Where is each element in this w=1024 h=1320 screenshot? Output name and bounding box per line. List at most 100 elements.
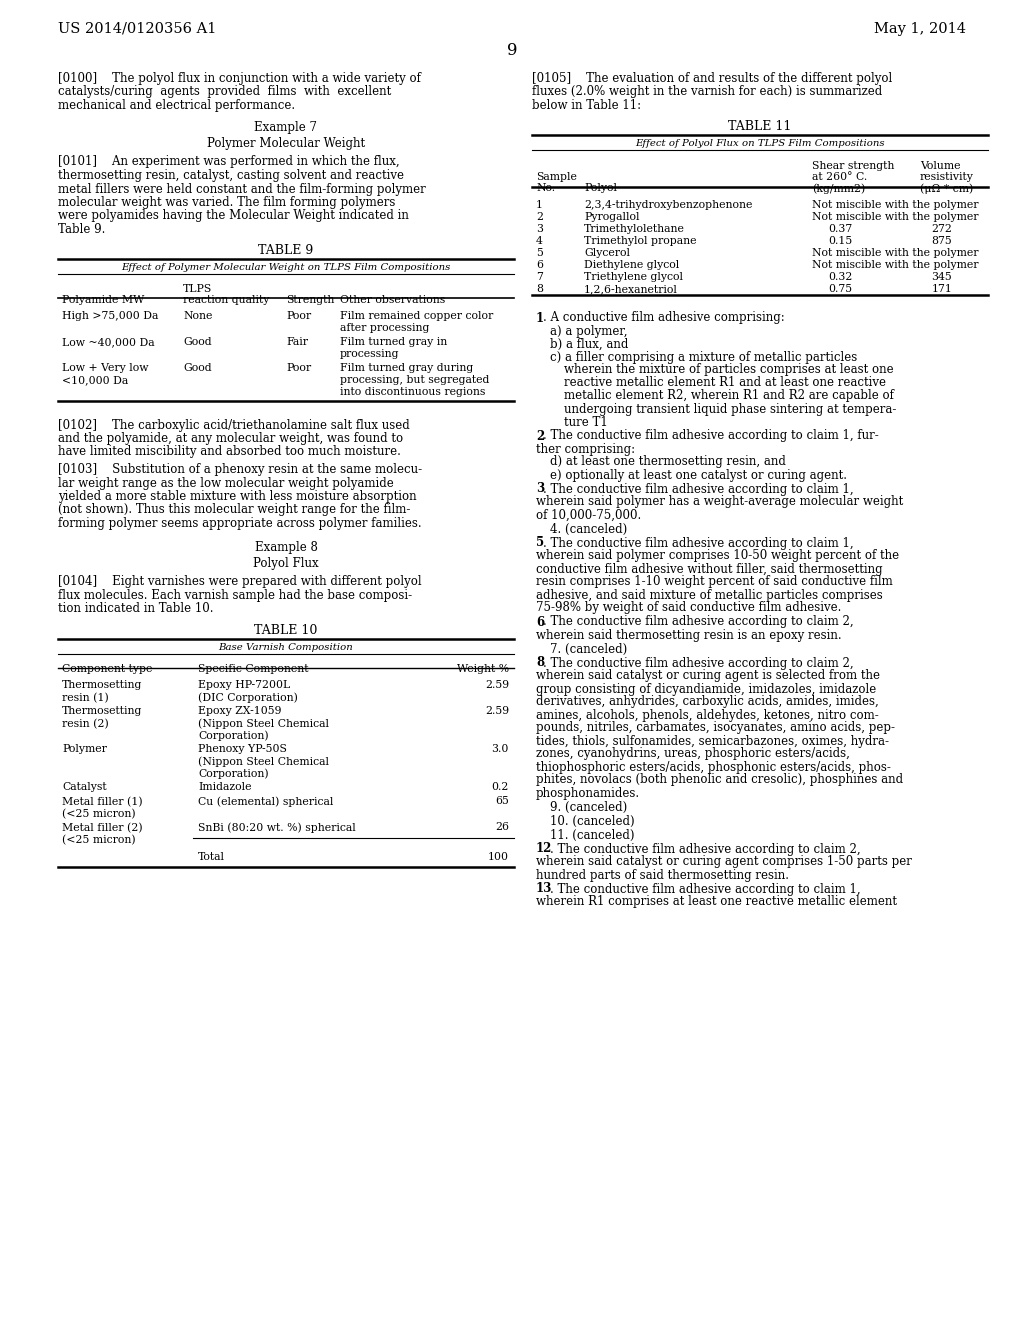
Text: a) a polymer,: a) a polymer, (550, 325, 628, 338)
Text: Film turned gray during: Film turned gray during (340, 363, 473, 374)
Text: (μΩ * cm): (μΩ * cm) (920, 183, 973, 194)
Text: 272: 272 (932, 224, 952, 234)
Text: fluxes (2.0% weight in the varnish for each) is summarized: fluxes (2.0% weight in the varnish for e… (532, 86, 883, 99)
Text: forming polymer seems appropriate across polymer families.: forming polymer seems appropriate across… (58, 517, 422, 531)
Text: [0104]    Eight varnishes were prepared with different polyol: [0104] Eight varnishes were prepared wit… (58, 576, 422, 589)
Text: Thermosetting: Thermosetting (62, 681, 142, 690)
Text: conductive film adhesive without filler, said thermosetting: conductive film adhesive without filler,… (536, 562, 883, 576)
Text: 6: 6 (536, 260, 543, 271)
Text: Not miscible with the polymer: Not miscible with the polymer (812, 260, 979, 271)
Text: resin comprises 1-10 weight percent of said conductive film: resin comprises 1-10 weight percent of s… (536, 576, 893, 589)
Text: US 2014/0120356 A1: US 2014/0120356 A1 (58, 22, 216, 36)
Text: Film turned gray in: Film turned gray in (340, 337, 447, 347)
Text: 5: 5 (536, 248, 543, 257)
Text: 0.15: 0.15 (827, 236, 852, 246)
Text: Corporation): Corporation) (198, 730, 268, 741)
Text: . A conductive film adhesive comprising:: . A conductive film adhesive comprising: (543, 312, 784, 325)
Text: reactive metallic element R1 and at least one reactive: reactive metallic element R1 and at leas… (564, 376, 886, 389)
Text: TLPS: TLPS (183, 284, 212, 294)
Text: of 10,000-75,000.: of 10,000-75,000. (536, 508, 641, 521)
Text: Imidazole: Imidazole (198, 783, 252, 792)
Text: d) at least one thermosetting resin, and: d) at least one thermosetting resin, and (550, 455, 785, 469)
Text: [0105]    The evaluation of and results of the different polyol: [0105] The evaluation of and results of … (532, 73, 892, 84)
Text: Low ~40,000 Da: Low ~40,000 Da (62, 337, 155, 347)
Text: Corporation): Corporation) (198, 768, 268, 779)
Text: 100: 100 (488, 853, 509, 862)
Text: 3: 3 (536, 483, 544, 495)
Text: Not miscible with the polymer: Not miscible with the polymer (812, 213, 979, 222)
Text: Not miscible with the polymer: Not miscible with the polymer (812, 248, 979, 257)
Text: Shear strength: Shear strength (812, 161, 894, 172)
Text: and the polyamide, at any molecular weight, was found to: and the polyamide, at any molecular weig… (58, 432, 403, 445)
Text: . The conductive film adhesive according to claim 2,: . The conductive film adhesive according… (543, 615, 854, 628)
Text: 0.32: 0.32 (827, 272, 852, 282)
Text: Sample: Sample (536, 172, 577, 182)
Text: 10. (canceled): 10. (canceled) (550, 814, 635, 828)
Text: 1: 1 (536, 201, 543, 210)
Text: (not shown). Thus this molecular weight range for the film-: (not shown). Thus this molecular weight … (58, 503, 411, 516)
Text: 6: 6 (536, 615, 544, 628)
Text: 7. (canceled): 7. (canceled) (550, 643, 628, 656)
Text: TABLE 10: TABLE 10 (254, 624, 317, 638)
Text: Diethylene glycol: Diethylene glycol (584, 260, 679, 271)
Text: 11. (canceled): 11. (canceled) (550, 829, 635, 842)
Text: [0101]    An experiment was performed in which the flux,: [0101] An experiment was performed in wh… (58, 156, 399, 169)
Text: 75-98% by weight of said conductive film adhesive.: 75-98% by weight of said conductive film… (536, 602, 842, 615)
Text: 1,2,6-hexanetriol: 1,2,6-hexanetriol (584, 284, 678, 294)
Text: amines, alcohols, phenols, aldehydes, ketones, nitro com-: amines, alcohols, phenols, aldehydes, ke… (536, 709, 879, 722)
Text: phosphonamides.: phosphonamides. (536, 787, 640, 800)
Text: have limited miscibility and absorbed too much moisture.: have limited miscibility and absorbed to… (58, 446, 400, 458)
Text: . The conductive film adhesive according to claim 2,: . The conductive film adhesive according… (550, 842, 860, 855)
Text: Polymer: Polymer (62, 744, 106, 755)
Text: 5: 5 (536, 536, 544, 549)
Text: Not miscible with the polymer: Not miscible with the polymer (812, 201, 979, 210)
Text: below in Table 11:: below in Table 11: (532, 99, 641, 112)
Text: No.: No. (536, 183, 555, 193)
Text: [0102]    The carboxylic acid/triethanolamine salt flux used: [0102] The carboxylic acid/triethanolami… (58, 418, 410, 432)
Text: [0100]    The polyol flux in conjunction with a wide variety of: [0100] The polyol flux in conjunction wi… (58, 73, 421, 84)
Text: Metal filler (1): Metal filler (1) (62, 796, 142, 807)
Text: . The conductive film adhesive according to claim 1, fur-: . The conductive film adhesive according… (543, 429, 879, 442)
Text: Polyol: Polyol (584, 183, 617, 193)
Text: Table 9.: Table 9. (58, 223, 105, 236)
Text: Example 8: Example 8 (255, 540, 317, 553)
Text: c) a filler comprising a mixture of metallic particles: c) a filler comprising a mixture of meta… (550, 351, 857, 363)
Text: Weight %: Weight % (457, 664, 509, 675)
Text: 0.2: 0.2 (492, 783, 509, 792)
Text: Strength: Strength (286, 294, 335, 305)
Text: May 1, 2014: May 1, 2014 (874, 22, 966, 36)
Text: wherein said catalyst or curing agent comprises 1-50 parts per: wherein said catalyst or curing agent co… (536, 855, 912, 869)
Text: ture T1: ture T1 (564, 416, 608, 429)
Text: wherein said polymer comprises 10-50 weight percent of the: wherein said polymer comprises 10-50 wei… (536, 549, 899, 562)
Text: zones, cyanohydrins, ureas, phosphoric esters/acids,: zones, cyanohydrins, ureas, phosphoric e… (536, 747, 850, 760)
Text: Volume: Volume (920, 161, 961, 172)
Text: at 260° C.: at 260° C. (812, 172, 867, 182)
Text: molecular weight was varied. The film forming polymers: molecular weight was varied. The film fo… (58, 195, 395, 209)
Text: wherein R1 comprises at least one reactive metallic element: wherein R1 comprises at least one reacti… (536, 895, 897, 908)
Text: Triethylene glycol: Triethylene glycol (584, 272, 683, 282)
Text: . The conductive film adhesive according to claim 2,: . The conductive film adhesive according… (543, 656, 854, 669)
Text: after processing: after processing (340, 323, 429, 333)
Text: Pyrogallol: Pyrogallol (584, 213, 640, 222)
Text: . The conductive film adhesive according to claim 1,: . The conductive film adhesive according… (550, 883, 860, 895)
Text: 2: 2 (536, 213, 543, 222)
Text: lar weight range as the low molecular weight polyamide: lar weight range as the low molecular we… (58, 477, 394, 490)
Text: 3: 3 (536, 224, 543, 234)
Text: Component type: Component type (62, 664, 153, 675)
Text: 345: 345 (932, 272, 952, 282)
Text: Polyol Flux: Polyol Flux (253, 557, 318, 570)
Text: Thermosetting: Thermosetting (62, 706, 142, 717)
Text: None: None (183, 312, 212, 321)
Text: mechanical and electrical performance.: mechanical and electrical performance. (58, 99, 295, 112)
Text: Glycerol: Glycerol (584, 248, 630, 257)
Text: 9: 9 (507, 42, 517, 59)
Text: 9. (canceled): 9. (canceled) (550, 800, 628, 813)
Text: Metal filler (2): Metal filler (2) (62, 822, 142, 833)
Text: derivatives, anhydrides, carboxylic acids, amides, imides,: derivatives, anhydrides, carboxylic acid… (536, 696, 879, 709)
Text: resin (2): resin (2) (62, 718, 109, 729)
Text: Poor: Poor (286, 312, 311, 321)
Text: . The conductive film adhesive according to claim 1,: . The conductive film adhesive according… (543, 483, 854, 495)
Text: (Nippon Steel Chemical: (Nippon Steel Chemical (198, 718, 329, 729)
Text: 0.37: 0.37 (827, 224, 852, 234)
Text: ther comprising:: ther comprising: (536, 442, 635, 455)
